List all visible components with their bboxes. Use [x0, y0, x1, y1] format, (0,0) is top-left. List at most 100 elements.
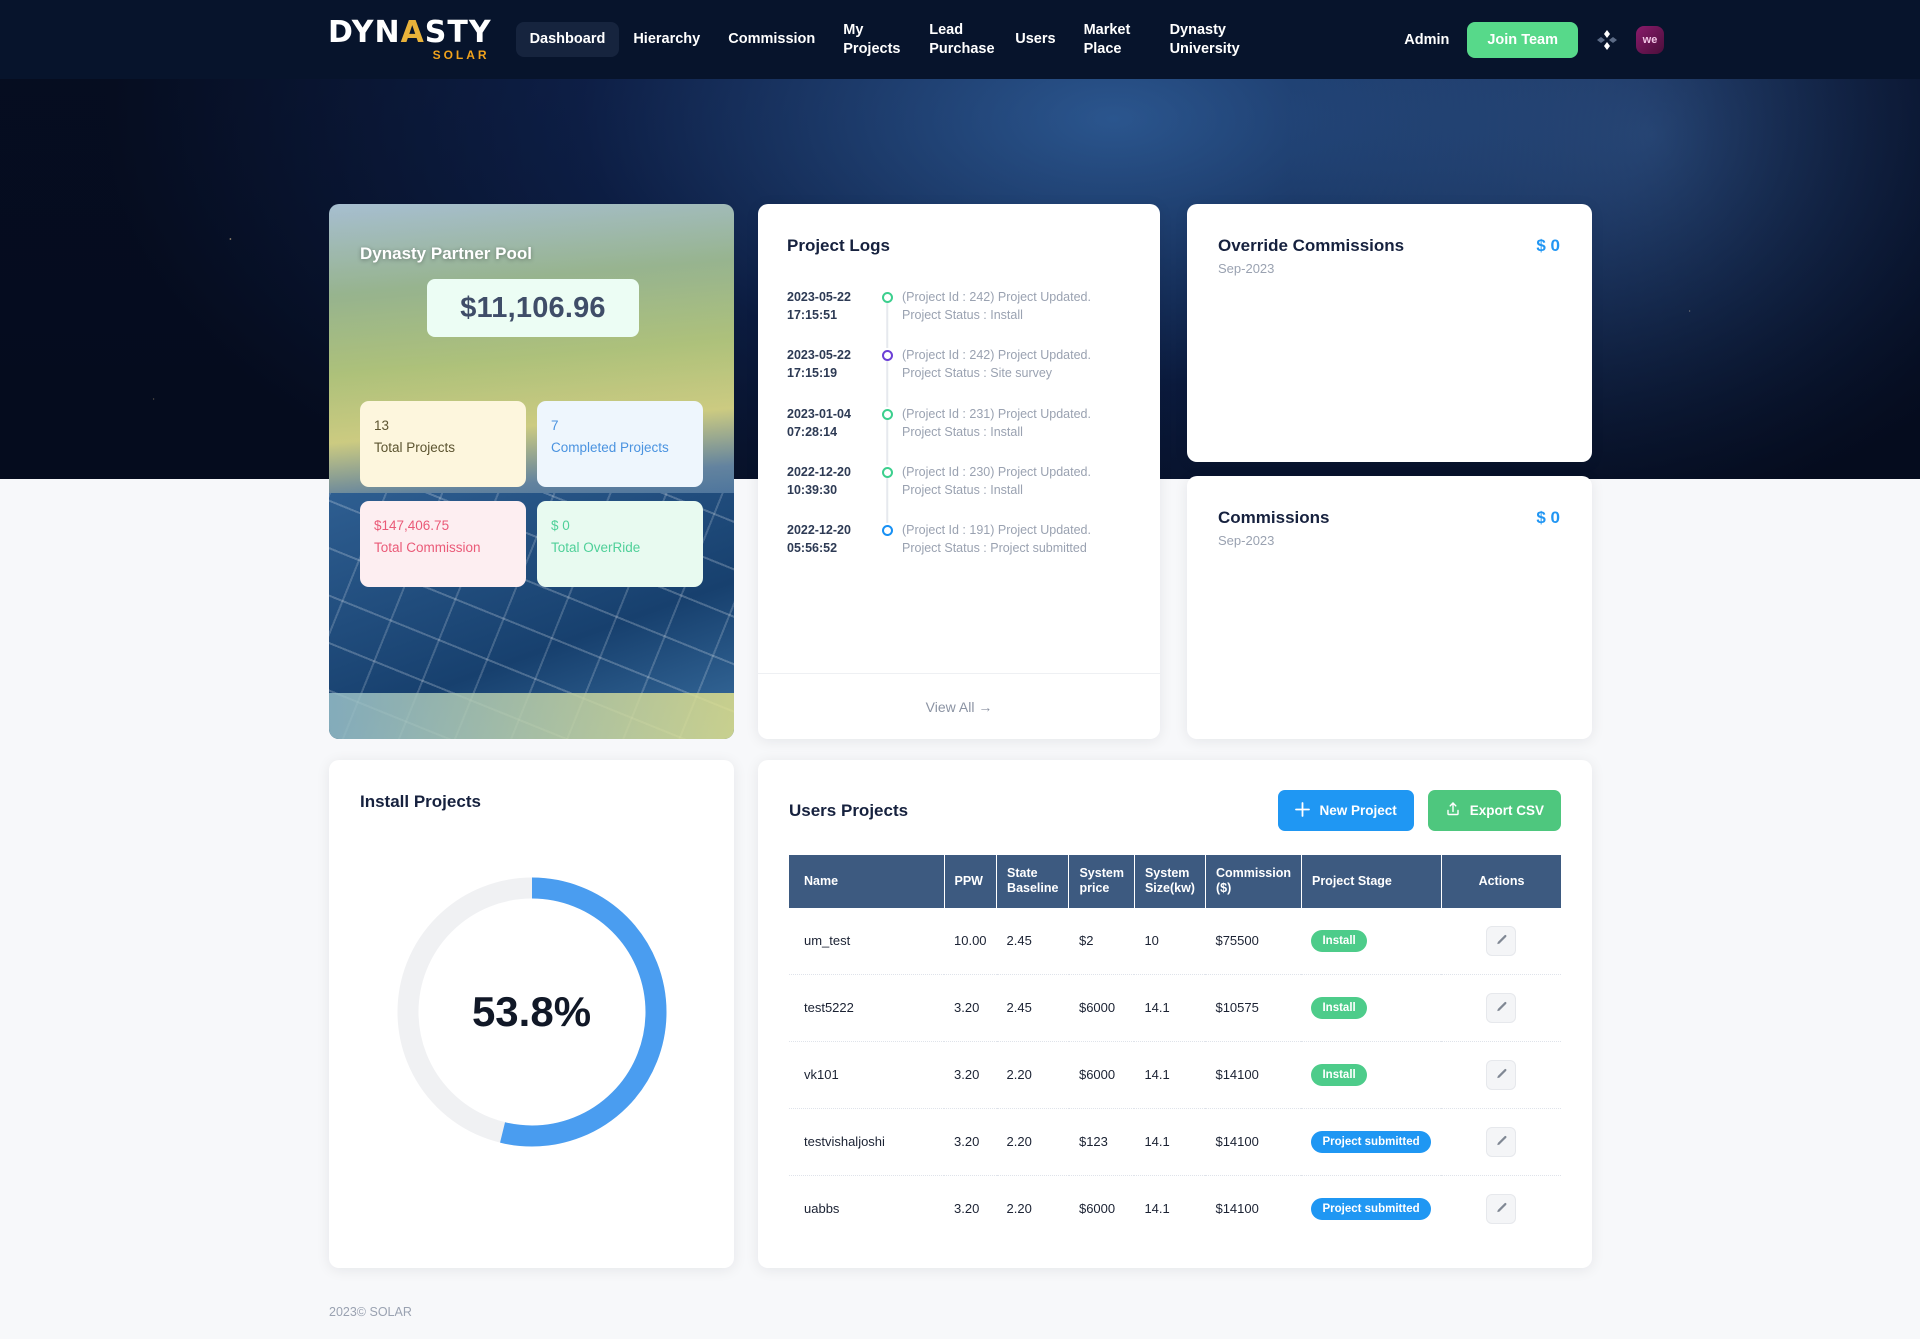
override-commissions-date: Sep-2023: [1218, 261, 1275, 276]
nav-item-dynasty-university[interactable]: Dynasty University: [1169, 22, 1240, 57]
commissions-date: Sep-2023: [1218, 533, 1275, 548]
stat-completed-projects: 7 Completed Projects: [537, 401, 703, 487]
top-navbar: DYNASTY SOLAR Dashboard Hierarchy Commis…: [0, 0, 1920, 79]
cell-size: 10: [1134, 907, 1206, 975]
new-project-label: New Project: [1319, 803, 1397, 818]
log-description: (Project Id : 242) Project Updated. Proj…: [902, 346, 1091, 382]
user-avatar[interactable]: we: [1636, 25, 1664, 54]
table-row: uabbs 3.20 2.20 $6000 14.1 $14100 Projec…: [789, 1175, 1561, 1242]
nav-item-users[interactable]: Users: [1015, 31, 1056, 48]
pencil-icon: [1497, 1202, 1507, 1213]
users-projects-title: Users Projects: [789, 800, 909, 820]
brand-prefix: DYN: [328, 15, 401, 50]
cell-actions: [1441, 1041, 1561, 1109]
brand-name: DYNASTY: [328, 18, 492, 48]
nav-links: Dashboard Hierarchy Commission My Projec…: [515, 13, 1242, 65]
cell-size: 14.1: [1134, 1041, 1206, 1109]
cell-name: testvishaljoshi: [789, 1108, 944, 1176]
table-row: test5222 3.20 2.45 $6000 14.1 $10575 Ins…: [789, 974, 1561, 1042]
stat-total-override-label: Total OverRide: [551, 540, 641, 556]
cell-price: $6000: [1078, 1201, 1116, 1216]
nav-item-market-place[interactable]: Market Place: [1083, 22, 1131, 57]
column-header-baseline[interactable]: State Baseline: [996, 855, 1070, 908]
log-time-value: 05:56:52: [787, 541, 838, 556]
nav-item-dashboard[interactable]: Dashboard: [515, 22, 620, 57]
table-header: Name PPW State Baseline System price Sys…: [789, 855, 1561, 908]
override-commissions-title: Override Commissions: [1218, 236, 1405, 255]
override-commissions-value: $ 0: [1536, 236, 1560, 255]
brand-logo[interactable]: DYNASTY SOLAR: [328, 18, 492, 62]
log-timestamp: 2023-05-22 17:15:51: [787, 288, 872, 324]
nav-item-hierarchy[interactable]: Hierarchy: [633, 31, 701, 48]
stat-completed-projects-label: Completed Projects: [551, 440, 669, 456]
plus-icon: [1295, 801, 1311, 820]
log-entry: 2023-01-04 07:28:14 (Project Id : 231) P…: [787, 405, 1134, 465]
edit-button[interactable]: [1486, 925, 1517, 956]
cell-actions: [1441, 1108, 1561, 1176]
edit-button[interactable]: [1486, 1193, 1517, 1224]
cell-commission: $14100: [1215, 1201, 1259, 1216]
log-description: (Project Id : 231) Project Updated. Proj…: [902, 405, 1091, 441]
column-header-ppw[interactable]: PPW: [944, 855, 998, 908]
brand-subtitle: SOLAR: [432, 48, 490, 62]
export-csv-button[interactable]: Export CSV: [1427, 790, 1561, 831]
stat-total-projects-label: Total Projects: [374, 440, 456, 456]
log-timeline-col: [872, 346, 902, 407]
column-header-price[interactable]: System price: [1068, 855, 1135, 908]
arrow-right-icon: →: [978, 698, 993, 715]
table-row: testvishaljoshi 3.20 2.20 $123 14.1 $141…: [789, 1108, 1561, 1176]
stat-total-projects: 13 Total Projects: [360, 401, 526, 487]
cell-ppw: 10.00: [944, 907, 997, 975]
cell-price: $2: [1068, 907, 1135, 975]
log-entry: 2023-05-22 17:15:51 (Project Id : 242) P…: [787, 288, 1134, 349]
column-header-name[interactable]: Name: [789, 855, 945, 908]
log-date: 2023-01-04: [787, 406, 851, 421]
column-header-stage[interactable]: Project Stage: [1301, 855, 1442, 908]
cell-commission: $10575: [1205, 974, 1302, 1042]
project-logs-list: 2023-05-22 17:15:51 (Project Id : 242) P…: [758, 256, 1160, 673]
pencil-icon: [1497, 1001, 1507, 1012]
log-line-2: Project Status : Install: [902, 482, 1023, 497]
pencil-icon: [1497, 934, 1507, 945]
cell-name: test5222: [789, 974, 944, 1042]
users-projects-table: Name PPW State Baseline System price Sys…: [789, 855, 1561, 1242]
edit-button[interactable]: [1486, 1059, 1517, 1090]
nav-right-group: Admin Join Team we: [1404, 21, 1664, 58]
cell-baseline: 2.45: [996, 907, 1069, 975]
edit-button[interactable]: [1486, 1126, 1517, 1157]
table-header-row: Name PPW State Baseline System price Sys…: [789, 855, 1561, 908]
commissions-card: Commissions $ 0 Sep-2023: [1187, 476, 1592, 739]
column-header-commission[interactable]: Commission ($): [1205, 855, 1302, 908]
pool-stats: 13 Total Projects 7 Completed Projects $…: [360, 401, 703, 587]
cell-baseline: 2.20: [996, 1041, 1069, 1109]
commissions-value: $ 0: [1536, 508, 1560, 527]
cell-name: vk101: [789, 1041, 944, 1109]
apps-diamond-icon[interactable]: [1596, 29, 1618, 51]
log-date: 2022-12-20: [787, 523, 851, 537]
log-time-value: 17:15:51: [787, 308, 838, 323]
log-description: (Project Id : 230) Project Updated. Proj…: [902, 463, 1091, 499]
status-badge: Project submitted: [1311, 1197, 1431, 1220]
join-team-button[interactable]: Join Team: [1467, 21, 1578, 58]
log-timeline-col: [872, 521, 902, 557]
override-commissions-card: Override Commissions $ 0 Sep-2023: [1187, 204, 1592, 462]
cell-ppw: 3.20: [944, 1041, 997, 1109]
install-projects-chart: 53.8%: [329, 812, 734, 1212]
stat-total-projects-value: 13: [374, 418, 390, 433]
cell-ppw: 3.20: [944, 974, 997, 1042]
commissions-header: Commissions $ 0: [1187, 476, 1592, 528]
nav-item-admin[interactable]: Admin: [1404, 31, 1450, 48]
project-logs-card: Project Logs 2023-05-22 17:15:51 (Projec…: [758, 204, 1160, 739]
column-header-size[interactable]: System Size(kw): [1134, 855, 1206, 908]
log-description: (Project Id : 191) Project Updated. Proj…: [902, 521, 1091, 557]
new-project-button[interactable]: New Project: [1278, 790, 1414, 831]
log-timeline-col: [872, 463, 902, 523]
nav-item-commission[interactable]: Commission: [728, 31, 816, 48]
log-line-2: Project Status : Project submitted: [902, 541, 1087, 556]
nav-item-my-projects[interactable]: My Projects: [843, 22, 901, 57]
upload-icon: [1445, 801, 1461, 820]
view-all-link[interactable]: View All →: [926, 699, 993, 715]
log-line-2: Project Status : Install: [902, 308, 1023, 323]
nav-item-lead-purchase[interactable]: Lead Purchase: [929, 22, 995, 57]
edit-button[interactable]: [1486, 992, 1517, 1023]
